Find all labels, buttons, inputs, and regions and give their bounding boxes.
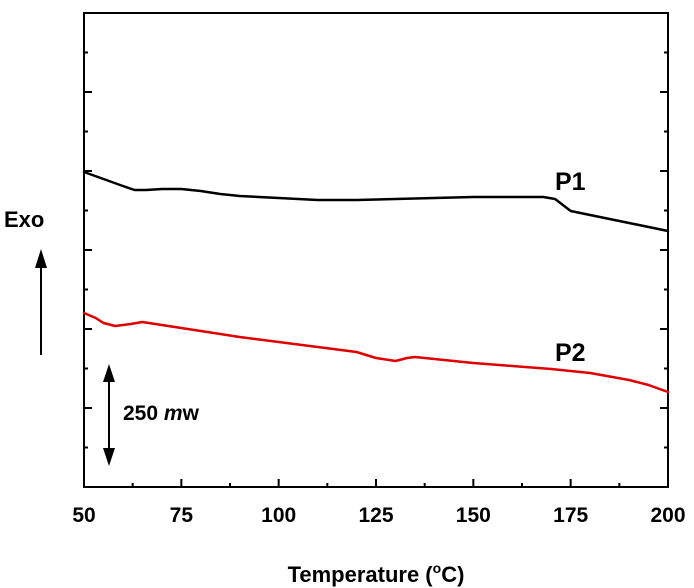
scale-bar-label: 250 mw: [123, 402, 200, 425]
x-tick-label: 100: [261, 504, 296, 527]
series-line-p2: [82, 311, 670, 394]
x-tick-label: 175: [553, 504, 588, 527]
scale-bar-unit-rest: w: [182, 402, 200, 425]
y-axis-title: Exo: [4, 207, 44, 232]
series-lines: [82, 170, 670, 394]
exo-arrow: [35, 249, 47, 355]
x-tick-label: 75: [170, 504, 194, 527]
x-tick-label: 50: [72, 504, 95, 527]
x-axis-title: Temperature (oC): [288, 560, 465, 587]
x-axis-ticks: 50 75 100 125 150 175 200: [72, 479, 686, 527]
x-tick-label: 125: [358, 504, 393, 527]
x-tick-label: 200: [650, 504, 685, 527]
scale-bar-arrow: [103, 364, 115, 466]
x-tick-label: 150: [456, 504, 491, 527]
y-axis-ticks: [84, 51, 668, 449]
x-axis-title-unit: C): [441, 562, 464, 587]
x-axis-title-superscript: o: [433, 560, 442, 576]
series-label-p2: P2: [555, 339, 586, 367]
series-label-p1: P1: [555, 168, 586, 196]
series-line-p1: [82, 170, 670, 233]
x-axis-title-text: Temperature (: [288, 562, 434, 587]
scale-bar-unit-italic: m: [164, 402, 183, 425]
scale-bar-value: 250: [123, 402, 164, 425]
